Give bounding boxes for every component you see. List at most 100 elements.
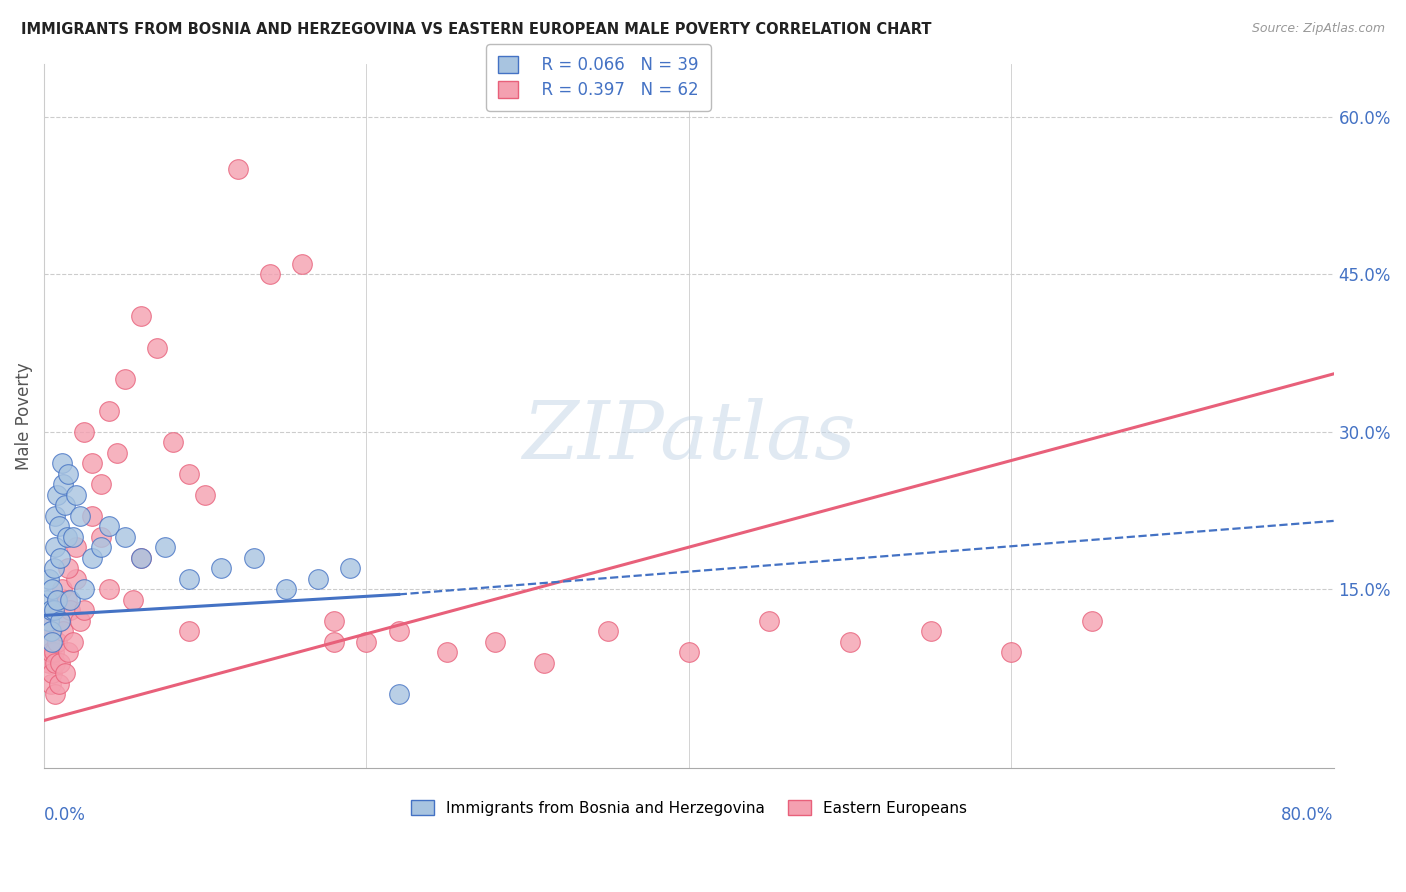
Point (41, 666, 63, 681)
Point (839, 634, 862, 648)
Point (38, 614, 60, 628)
Point (146, 341, 169, 355)
Point (46, 488, 69, 502)
Point (39, 603, 62, 617)
Point (533, 656, 555, 670)
Point (48, 519, 70, 533)
Point (226, 162, 249, 177)
Point (97, 582, 120, 597)
Point (259, 267, 281, 281)
Point (436, 645, 458, 659)
Point (1081, 614, 1104, 628)
Point (65, 540, 87, 554)
Legend: Immigrants from Bosnia and Herzegovina, Eastern Europeans: Immigrants from Bosnia and Herzegovina, … (404, 792, 974, 823)
Point (46, 592, 69, 607)
Point (44, 540, 66, 554)
Point (42, 603, 65, 617)
Text: 80.0%: 80.0% (1281, 806, 1334, 824)
Point (38, 572, 60, 586)
Point (129, 550, 152, 565)
Point (82, 456, 104, 470)
Point (51, 456, 73, 470)
Point (38, 656, 60, 670)
Point (52, 477, 75, 491)
Point (1000, 645, 1022, 659)
Point (73, 582, 96, 597)
Point (37, 614, 59, 628)
Point (920, 624, 942, 639)
Point (39, 645, 62, 659)
Point (53, 666, 76, 681)
Point (484, 634, 506, 648)
Point (46, 634, 69, 648)
Text: IMMIGRANTS FROM BOSNIA AND HERZEGOVINA VS EASTERN EUROPEAN MALE POVERTY CORRELAT: IMMIGRANTS FROM BOSNIA AND HERZEGOVINA V… (21, 22, 932, 37)
Point (114, 372, 136, 386)
Point (121, 592, 143, 607)
Point (55, 530, 77, 544)
Point (153, 540, 176, 554)
Point (44, 656, 66, 670)
Point (55, 592, 77, 607)
Point (44, 508, 66, 523)
Point (129, 309, 152, 323)
Point (39, 624, 62, 639)
Point (51, 582, 73, 597)
Point (89, 540, 111, 554)
Point (69, 508, 91, 523)
Point (307, 572, 329, 586)
Point (41, 624, 63, 639)
Point (65, 572, 87, 586)
Point (678, 645, 700, 659)
Point (388, 624, 411, 639)
Point (58, 645, 80, 659)
Point (73, 603, 96, 617)
Y-axis label: Male Poverty: Male Poverty (15, 362, 32, 470)
Point (65, 488, 87, 502)
Point (37, 592, 59, 607)
Point (58, 561, 80, 575)
Point (82, 508, 104, 523)
Point (48, 676, 70, 690)
Point (46, 592, 69, 607)
Point (38, 634, 60, 648)
Point (97, 403, 120, 417)
Text: Source: ZipAtlas.com: Source: ZipAtlas.com (1251, 22, 1385, 36)
Point (49, 656, 72, 670)
Point (89, 477, 111, 491)
Point (758, 614, 780, 628)
Point (52, 624, 75, 639)
Text: 0.0%: 0.0% (44, 806, 86, 824)
Point (105, 445, 128, 459)
Point (59, 603, 82, 617)
Point (323, 634, 346, 648)
Point (82, 550, 104, 565)
Point (49, 614, 72, 628)
Point (42, 561, 65, 575)
Point (194, 488, 217, 502)
Text: ZIPatlas: ZIPatlas (522, 398, 856, 475)
Point (209, 561, 232, 575)
Point (129, 550, 152, 565)
Point (49, 614, 72, 628)
Point (62, 530, 84, 544)
Point (58, 467, 80, 481)
Point (323, 614, 346, 628)
Point (39, 676, 62, 690)
Point (69, 614, 91, 628)
Point (97, 519, 120, 533)
Point (179, 467, 201, 481)
Point (59, 592, 82, 607)
Point (179, 624, 201, 639)
Point (598, 624, 620, 639)
Point (179, 572, 201, 586)
Point (41, 582, 63, 597)
Point (291, 257, 314, 271)
Point (89, 530, 111, 544)
Point (242, 550, 264, 565)
Point (42, 603, 65, 617)
Point (274, 582, 297, 597)
Point (114, 530, 136, 544)
Point (388, 687, 411, 701)
Point (339, 561, 361, 575)
Point (73, 425, 96, 439)
